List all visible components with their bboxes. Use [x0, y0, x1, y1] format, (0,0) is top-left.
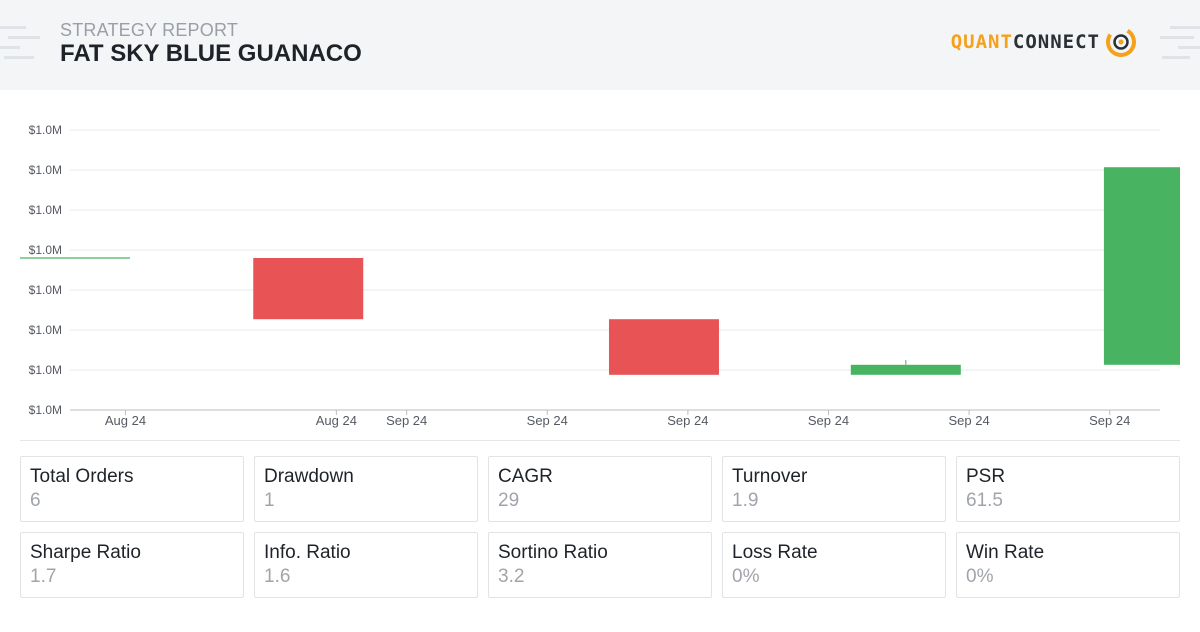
y-tick-label: $1.0M: [29, 323, 62, 337]
stat-value: 1.7: [30, 566, 57, 587]
x-tick-label: Sep 24: [1089, 413, 1130, 428]
candle-body: [850, 364, 961, 375]
candle-body: [608, 319, 719, 375]
stat-label: Drawdown: [264, 466, 354, 487]
stat-label: Loss Rate: [732, 542, 818, 563]
stat-value: 0%: [732, 566, 760, 587]
equity-chart-svg: $1.0M $1.0M $1.0M $1.0M $1.0M $1.0M $1.0M $1.0M…: [20, 123, 1180, 428]
stat-label: Win Rate: [966, 542, 1045, 563]
stat-label: Info. Ratio: [264, 542, 351, 563]
y-tick-label: $1.0M: [29, 403, 62, 417]
y-tick-label: $1.0M: [29, 363, 62, 377]
header-decoration-right: [1160, 22, 1200, 66]
x-tick-label: Aug 24: [105, 413, 146, 428]
stat-label: Sortino Ratio: [498, 542, 608, 563]
stat-card-win-rate: Win Rate 0%: [956, 532, 1180, 598]
x-tick-label: Sep 24: [808, 413, 849, 428]
x-tick-label: Sep 24: [386, 413, 427, 428]
quantconnect-logo-icon: [1106, 27, 1136, 57]
stat-label: Sharpe Ratio: [30, 542, 141, 563]
y-tick-label: $1.0M: [29, 123, 62, 137]
logo-text-connect: CONNECT: [1012, 31, 1100, 53]
x-tick-label: Sep 24: [527, 413, 568, 428]
x-tick-label: Sep 24: [667, 413, 708, 428]
stat-label: Total Orders: [30, 466, 134, 487]
section-divider: [20, 440, 1180, 441]
stat-value: 1.6: [264, 566, 291, 587]
stat-value: 61.5: [966, 490, 1003, 511]
report-title: FAT SKY BLUE GUANACO: [60, 40, 362, 67]
x-tick-label: Aug 24: [316, 413, 357, 428]
x-tick-label: Sep 24: [948, 413, 989, 428]
quantconnect-logo: QUANT CONNECT: [951, 24, 1138, 60]
stat-card-psr: PSR 61.5: [956, 456, 1180, 522]
stat-card-total-orders: Total Orders 6: [20, 456, 244, 522]
stat-label: Turnover: [732, 466, 808, 487]
stat-value: 3.2: [498, 566, 525, 587]
stat-card-turnover: Turnover 1.9: [722, 456, 946, 522]
stat-card-info-ratio: Info. Ratio 1.6: [254, 532, 478, 598]
y-tick-label: $1.0M: [29, 283, 62, 297]
candle-body: [1103, 167, 1180, 365]
stat-value: 0%: [966, 566, 994, 587]
candle-body: [253, 258, 364, 320]
report-eyebrow: STRATEGY REPORT: [60, 20, 239, 40]
equity-chart: $1.0M $1.0M $1.0M $1.0M $1.0M $1.0M $1.0M $1.0M…: [0, 90, 1200, 440]
report-header: STRATEGY REPORT FAT SKY BLUE GUANACO QUA…: [0, 0, 1200, 90]
logo-text-quant: QUANT: [950, 31, 1013, 53]
stats-grid: Total Orders 6 Drawdown 1 CAGR 29 Turnover 1…: [20, 456, 1180, 598]
stat-value: 1.9: [732, 490, 759, 511]
header-decoration-left: [0, 22, 40, 66]
stat-value: 6: [30, 490, 41, 511]
stat-card-sortino-ratio: Sortino Ratio 3.2: [488, 532, 712, 598]
y-tick-label: $1.0M: [29, 203, 62, 217]
stat-value: 1: [264, 490, 275, 511]
stat-card-loss-rate: Loss Rate 0%: [722, 532, 946, 598]
y-tick-label: $1.0M: [29, 163, 62, 177]
stat-card-cagr: CAGR 29: [488, 456, 712, 522]
stat-label: PSR: [966, 466, 1006, 487]
stat-value: 29: [498, 490, 520, 511]
stat-card-drawdown: Drawdown 1: [254, 456, 478, 522]
stat-label: CAGR: [498, 466, 553, 487]
y-tick-label: $1.0M: [29, 243, 62, 257]
stat-card-sharpe-ratio: Sharpe Ratio 1.7: [20, 532, 244, 598]
